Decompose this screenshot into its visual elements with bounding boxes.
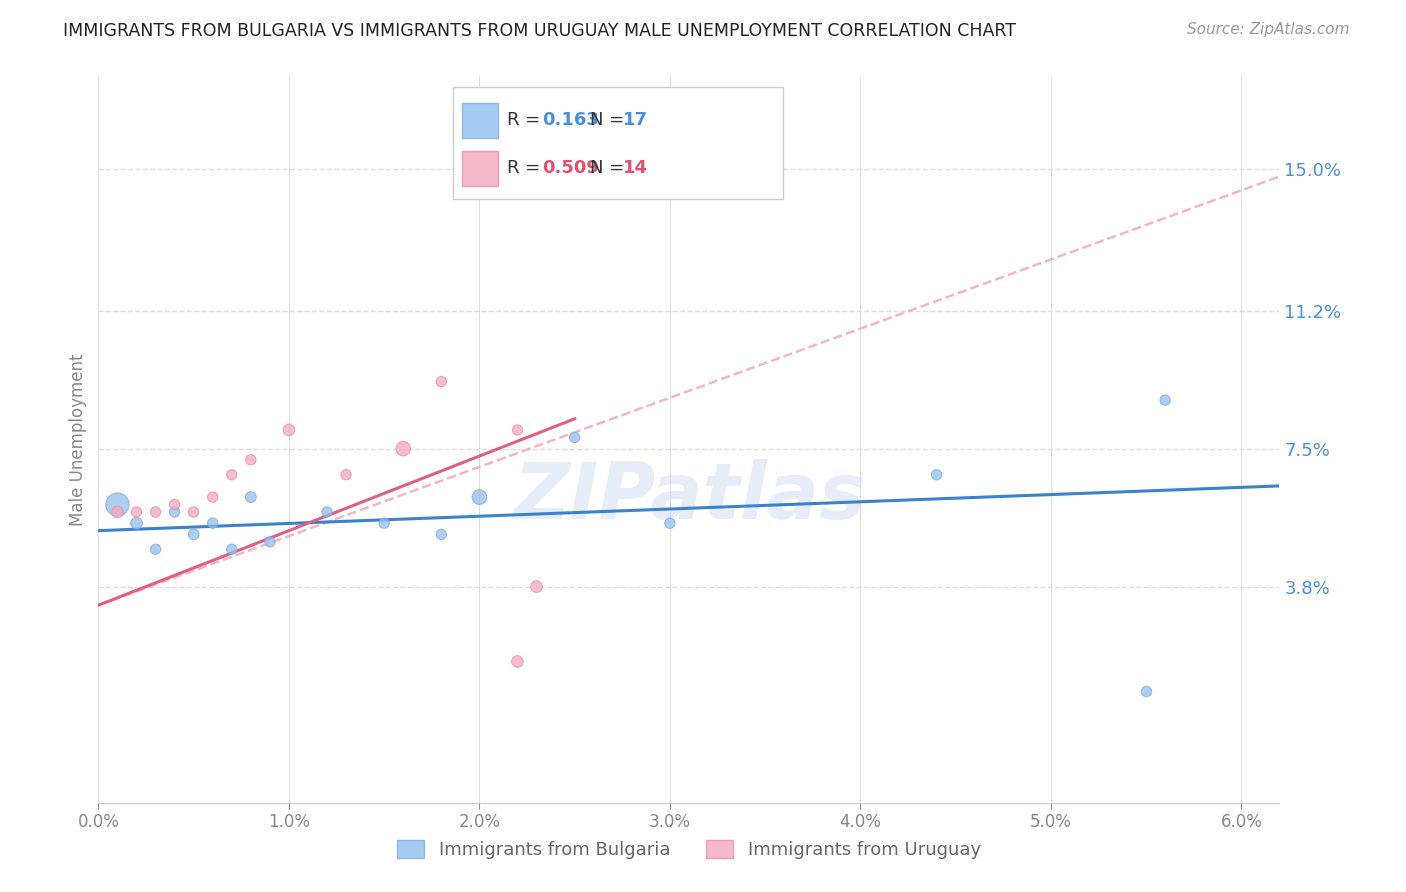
Text: 0.509: 0.509 xyxy=(543,159,599,178)
Point xyxy=(392,442,415,456)
Legend: Immigrants from Bulgaria, Immigrants from Uruguay: Immigrants from Bulgaria, Immigrants fro… xyxy=(389,832,988,866)
Point xyxy=(201,516,224,531)
Point xyxy=(1135,684,1157,698)
Point xyxy=(125,516,148,531)
Point xyxy=(506,423,529,437)
Point xyxy=(221,542,243,557)
Text: N =: N = xyxy=(589,112,630,129)
Text: 0.163: 0.163 xyxy=(543,112,599,129)
Point xyxy=(506,654,529,668)
Point xyxy=(145,542,167,557)
Point xyxy=(145,505,167,519)
Point xyxy=(163,505,186,519)
Point xyxy=(107,498,129,512)
Point xyxy=(239,452,262,467)
Point xyxy=(658,516,681,531)
Point xyxy=(430,375,453,389)
Point xyxy=(107,505,129,519)
Point xyxy=(183,527,205,541)
Point xyxy=(335,467,357,482)
Point xyxy=(239,490,262,504)
Text: N =: N = xyxy=(589,159,630,178)
Point xyxy=(277,423,299,437)
Point xyxy=(526,580,548,594)
Point xyxy=(259,534,281,549)
Y-axis label: Male Unemployment: Male Unemployment xyxy=(69,353,87,525)
Text: 14: 14 xyxy=(623,159,648,178)
Point xyxy=(125,505,148,519)
Point xyxy=(1154,393,1177,408)
Point xyxy=(468,490,491,504)
Point xyxy=(221,467,243,482)
Text: 17: 17 xyxy=(623,112,648,129)
Text: R =: R = xyxy=(508,159,546,178)
Point xyxy=(925,467,948,482)
Point xyxy=(564,430,586,444)
Point xyxy=(201,490,224,504)
Point xyxy=(316,505,339,519)
Text: ZIPatlas: ZIPatlas xyxy=(513,459,865,535)
Text: IMMIGRANTS FROM BULGARIA VS IMMIGRANTS FROM URUGUAY MALE UNEMPLOYMENT CORRELATIO: IMMIGRANTS FROM BULGARIA VS IMMIGRANTS F… xyxy=(63,22,1017,40)
Point xyxy=(163,498,186,512)
Text: Source: ZipAtlas.com: Source: ZipAtlas.com xyxy=(1187,22,1350,37)
Point xyxy=(430,527,453,541)
Text: R =: R = xyxy=(508,112,546,129)
Point xyxy=(183,505,205,519)
Point xyxy=(373,516,395,531)
